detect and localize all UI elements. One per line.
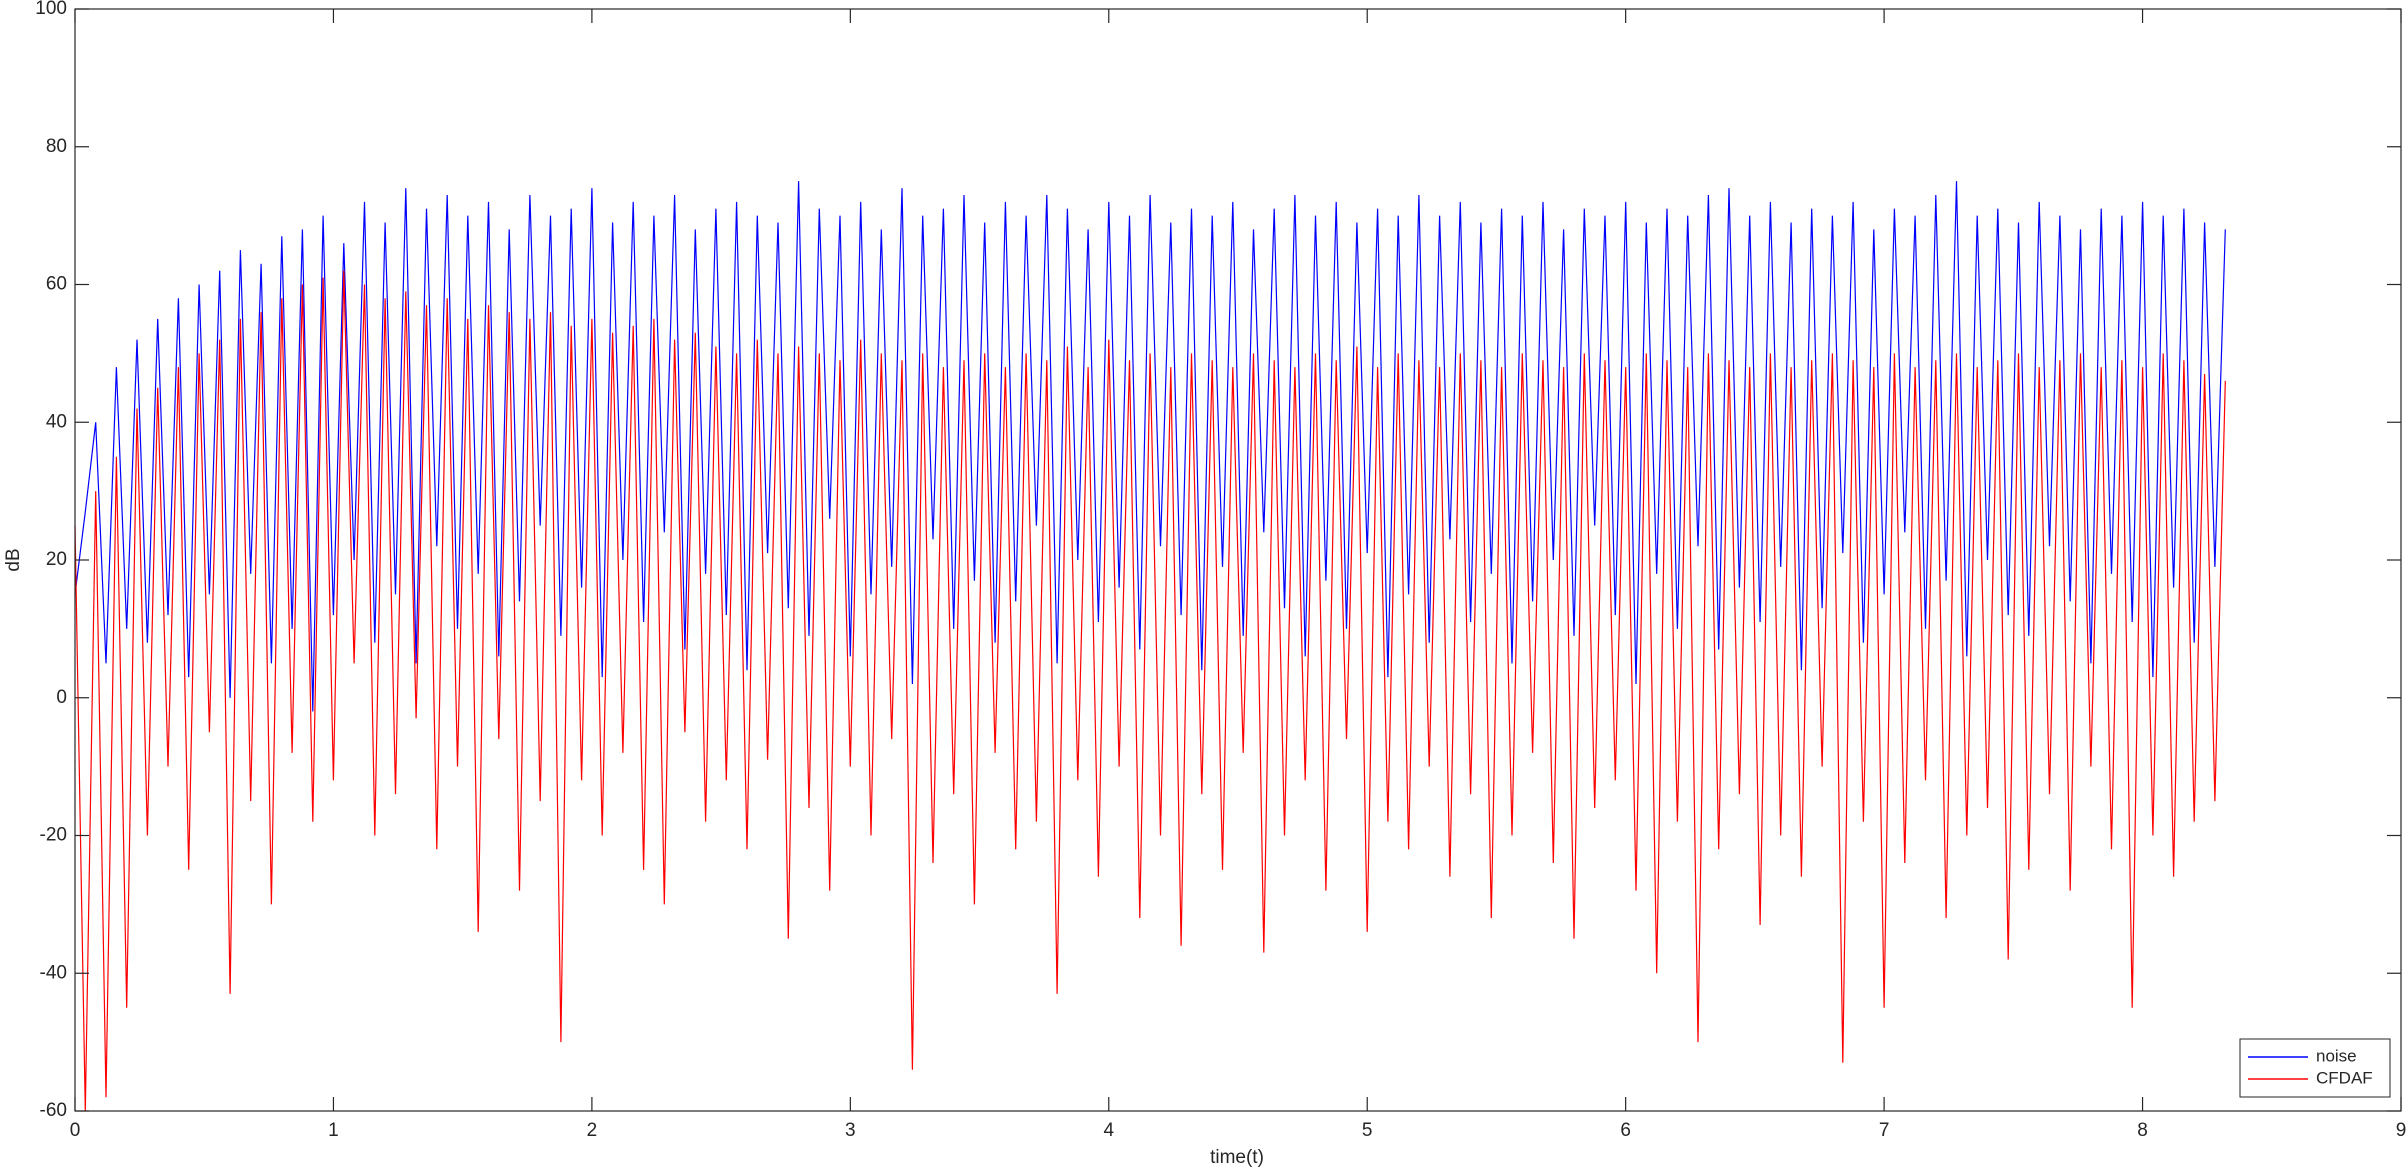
x-tick-label: 2 bbox=[587, 1120, 598, 1141]
y-tick-label: -20 bbox=[40, 825, 67, 846]
x-tick-label: 5 bbox=[1362, 1120, 1373, 1141]
legend-label: noise bbox=[2316, 1046, 2357, 1065]
series-line bbox=[74, 181, 2226, 712]
plot-area bbox=[74, 181, 2226, 1112]
x-tick-label: 3 bbox=[845, 1120, 856, 1141]
y-tick-label: 0 bbox=[56, 687, 67, 708]
series-line bbox=[74, 270, 2226, 1112]
legend-box bbox=[2239, 1038, 2391, 1098]
x-tick-label: 4 bbox=[1103, 1120, 1114, 1141]
x-tick-label: 0 bbox=[70, 1120, 81, 1141]
y-tick-label: 80 bbox=[46, 136, 67, 157]
x-tick-label: 7 bbox=[1879, 1120, 1890, 1141]
x-tick-label: 6 bbox=[1620, 1120, 1631, 1141]
y-tick-label: -40 bbox=[40, 962, 67, 983]
y-axis-label: dB bbox=[3, 548, 24, 571]
x-tick-label: 8 bbox=[2137, 1120, 2148, 1141]
y-tick-label: 60 bbox=[46, 274, 67, 295]
y-tick-label: 100 bbox=[35, 0, 67, 19]
x-tick-label: 1 bbox=[328, 1120, 339, 1141]
y-tick-label: 20 bbox=[46, 549, 67, 570]
x-axis-label: time(t) bbox=[1210, 1147, 1264, 1168]
x-tick-label: 9 bbox=[2396, 1120, 2407, 1141]
y-tick-label: 40 bbox=[46, 411, 67, 432]
legend: noise CFDAF bbox=[2239, 1038, 2391, 1098]
y-tick-label: -60 bbox=[40, 1100, 67, 1121]
legend-label: CFDAF bbox=[2316, 1068, 2373, 1087]
